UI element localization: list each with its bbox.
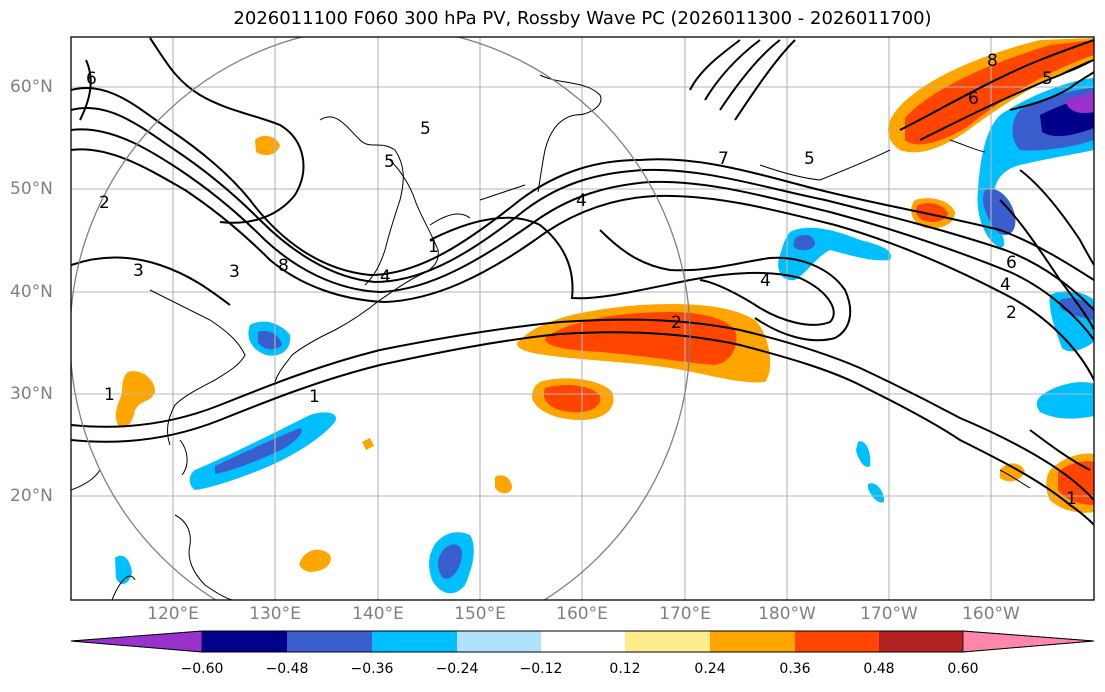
lon-label: 150°E xyxy=(454,604,506,624)
contour-label: 1 xyxy=(1066,489,1077,509)
colorbar-swatch xyxy=(70,630,203,653)
contour-label: 5 xyxy=(1042,69,1053,89)
contour-label: 1 xyxy=(104,385,115,405)
contour-label: 8 xyxy=(278,256,289,276)
colorbar xyxy=(70,630,1095,653)
contour-label: 5 xyxy=(420,119,431,139)
colorbar-tick-label: 0.60 xyxy=(947,661,979,677)
lon-label: 170°E xyxy=(659,604,711,624)
lon-label: 120°E xyxy=(147,604,199,624)
contour-label: 1 xyxy=(309,387,320,407)
lon-label: 140°E xyxy=(352,604,404,624)
contour-label: 2 xyxy=(99,193,110,213)
colorbar-tick-label: −0.60 xyxy=(180,661,224,677)
lat-label: 50°N xyxy=(10,179,53,199)
colorbar-tick-label: 0.12 xyxy=(609,661,641,677)
contour-label: 3 xyxy=(229,262,240,282)
contour-label: 3 xyxy=(133,261,144,281)
colorbar-swatch xyxy=(795,631,879,652)
contour-label: 4 xyxy=(576,191,587,211)
contour-label: 4 xyxy=(380,267,391,287)
contour-label: 4 xyxy=(760,271,771,291)
contour-label: 6 xyxy=(1006,253,1017,273)
colorbar-swatch xyxy=(710,631,795,652)
lat-label: 40°N xyxy=(10,282,53,302)
colorbar-tick-label: −0.12 xyxy=(519,661,563,677)
contour-label: 2 xyxy=(671,313,682,333)
radius-circle xyxy=(71,37,691,600)
plot-frame xyxy=(70,36,1095,601)
contour-label-group: 6 5 4 3 2 1 1 3 8 2 4 5 1 7 5 4 8 5 6 6 … xyxy=(86,51,1077,509)
lon-label: 170°W xyxy=(860,604,918,624)
contour-label: 1 xyxy=(428,237,439,257)
lon-label: 130°E xyxy=(249,604,301,624)
colorbar-tick-label: −0.48 xyxy=(265,661,309,677)
contour-label: 4 xyxy=(1000,275,1011,295)
lon-label: 160°W xyxy=(962,604,1020,624)
colorbar-tick-label: 0.48 xyxy=(863,661,895,677)
contour-label: 6 xyxy=(968,89,979,109)
lon-label: 160°E xyxy=(556,604,608,624)
colorbar-swatch xyxy=(879,631,963,652)
colorbar-tick-label: 0.36 xyxy=(779,661,811,677)
lat-label: 60°N xyxy=(10,77,53,97)
lon-label: 180°W xyxy=(758,604,816,624)
colorbar-outline xyxy=(70,630,1095,653)
colorbar-swatch xyxy=(287,631,372,652)
colorbar-tick-label: 0.24 xyxy=(694,661,726,677)
colorbar-tick-label: −0.24 xyxy=(435,661,479,677)
colorbar-swatch xyxy=(962,630,1095,653)
map-title: 2026011100 F060 300 hPa PV, Rossby Wave … xyxy=(233,8,932,29)
pc-shading xyxy=(115,38,1094,594)
contour-label: 8 xyxy=(987,51,998,71)
colorbar-swatch xyxy=(372,631,457,652)
colorbar-swatch xyxy=(625,631,710,652)
pv-contours xyxy=(71,37,1094,526)
lat-label: 30°N xyxy=(10,384,53,404)
contour-label: 7 xyxy=(718,149,729,169)
colorbar-swatch xyxy=(457,631,541,652)
colorbar-tick-label: −0.36 xyxy=(350,661,394,677)
contour-label: 2 xyxy=(1006,303,1017,323)
colorbar-swatch xyxy=(202,631,287,652)
contour-label: 5 xyxy=(384,152,395,172)
graticule xyxy=(71,37,1094,600)
contour-label: 5 xyxy=(804,149,815,169)
colorbar-swatch xyxy=(541,631,625,652)
contour-label: 6 xyxy=(86,69,97,89)
lat-label: 20°N xyxy=(10,486,53,506)
